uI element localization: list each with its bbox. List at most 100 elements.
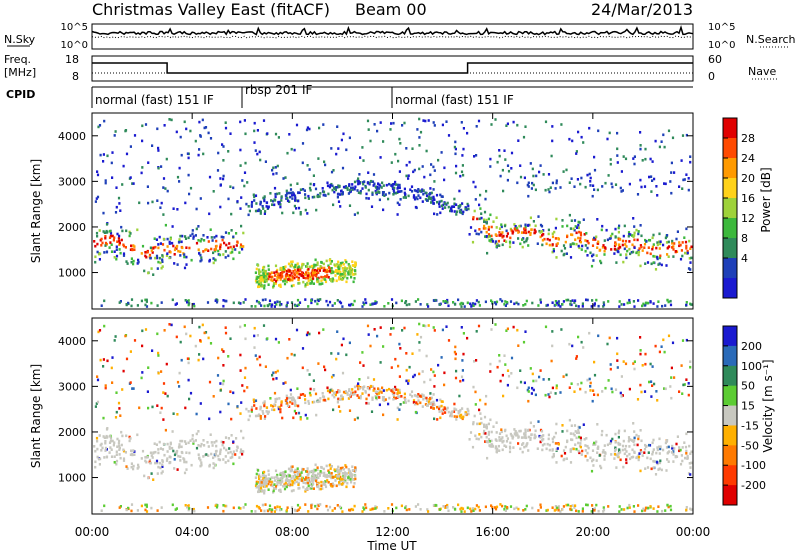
power-cell — [568, 181, 571, 184]
noise-left-tick-bottom: 10^0 — [61, 40, 88, 51]
power-cell — [96, 173, 100, 177]
power-cell — [531, 167, 534, 171]
power-cell — [330, 279, 333, 283]
velocity-cell — [559, 510, 562, 513]
velocity-cell — [418, 322, 421, 326]
power-cell — [125, 303, 128, 307]
power-cell — [485, 235, 488, 238]
power-cell — [614, 241, 617, 245]
velocity-cell — [551, 448, 554, 451]
velocity-cell — [148, 458, 152, 462]
power-cell — [554, 303, 557, 307]
power-cell — [412, 170, 415, 174]
power-cell — [653, 177, 656, 181]
power-cell — [673, 171, 676, 174]
power-cell — [186, 152, 189, 155]
velocity-cell — [412, 399, 416, 402]
velocity-cell — [212, 456, 215, 460]
power-cell — [484, 235, 487, 238]
power-cell — [293, 148, 296, 152]
power-cell — [261, 205, 264, 208]
power-cell — [378, 183, 381, 187]
velocity-cell — [220, 440, 223, 444]
velocity-cell — [125, 434, 128, 438]
power-cell — [316, 263, 319, 267]
power-cell — [678, 185, 681, 188]
power-cell — [393, 182, 396, 186]
velocity-cell — [527, 435, 530, 439]
velocity-cell — [576, 431, 579, 434]
power-cell — [349, 188, 352, 192]
noise-sky-label: N.Sky — [4, 33, 36, 46]
power-cell — [188, 246, 191, 250]
power-cell — [104, 179, 107, 182]
velocity-cell — [264, 365, 267, 368]
velocity-cell — [618, 505, 621, 508]
power-cell — [222, 177, 225, 181]
power-cell — [272, 286, 275, 289]
power-cell — [296, 304, 299, 307]
power-cell — [258, 280, 261, 284]
power-cell — [222, 145, 225, 148]
velocity-cell — [557, 505, 560, 508]
velocity-cell — [644, 362, 647, 366]
power-cell — [565, 168, 568, 172]
power-cell — [626, 249, 629, 253]
velocity-cell — [417, 503, 420, 506]
velocity-cell — [410, 395, 414, 398]
power-cell — [308, 168, 311, 171]
velocity-cell — [461, 507, 465, 510]
power-cell — [356, 179, 359, 183]
velocity-cell — [460, 506, 463, 510]
velocity-cell — [103, 456, 106, 459]
velocity-cell — [230, 434, 233, 437]
colorbar-segment — [723, 238, 737, 259]
power-cell — [501, 299, 504, 303]
power-cell — [323, 268, 326, 272]
velocity-cell — [685, 449, 688, 453]
power-cell — [472, 217, 475, 221]
power-cell — [219, 243, 222, 247]
power-cell — [576, 226, 579, 229]
velocity-cell — [430, 406, 433, 409]
velocity-cell — [628, 503, 631, 507]
power-cell — [146, 185, 149, 188]
power-cell — [109, 232, 113, 235]
power-cell — [618, 243, 621, 246]
power-cell — [681, 134, 685, 137]
power-cell — [669, 180, 672, 183]
power-cell — [477, 300, 480, 304]
nave-label: Nave — [748, 65, 776, 78]
power-cell — [328, 300, 332, 304]
velocity-cell — [532, 425, 535, 428]
power-cell — [254, 305, 257, 308]
power-cell — [290, 264, 293, 267]
power-cell — [230, 229, 233, 232]
colorbar-segment — [723, 258, 737, 279]
velocity-cell — [299, 416, 302, 419]
power-cell — [294, 304, 297, 308]
velocity-cell — [140, 457, 143, 460]
velocity-cell — [501, 373, 504, 377]
power-cell — [416, 197, 419, 201]
velocity-cell — [94, 465, 97, 469]
power-cell — [644, 301, 648, 305]
power-cell — [578, 230, 581, 234]
power-cell — [595, 298, 598, 302]
velocity-cell — [498, 449, 501, 452]
velocity-cell — [639, 429, 642, 432]
power-cell — [405, 174, 408, 178]
power-cell — [273, 301, 277, 304]
power-cell — [614, 236, 617, 239]
velocity-cell — [228, 447, 231, 450]
power-cell — [663, 145, 666, 149]
velocity-cell — [199, 444, 202, 448]
velocity-cell — [168, 461, 171, 465]
power-cell — [232, 257, 235, 261]
power-cell — [288, 200, 291, 203]
velocity-cell — [179, 439, 182, 443]
velocity-cell — [206, 441, 209, 444]
velocity-cell — [244, 366, 247, 370]
power-cell — [288, 269, 291, 272]
